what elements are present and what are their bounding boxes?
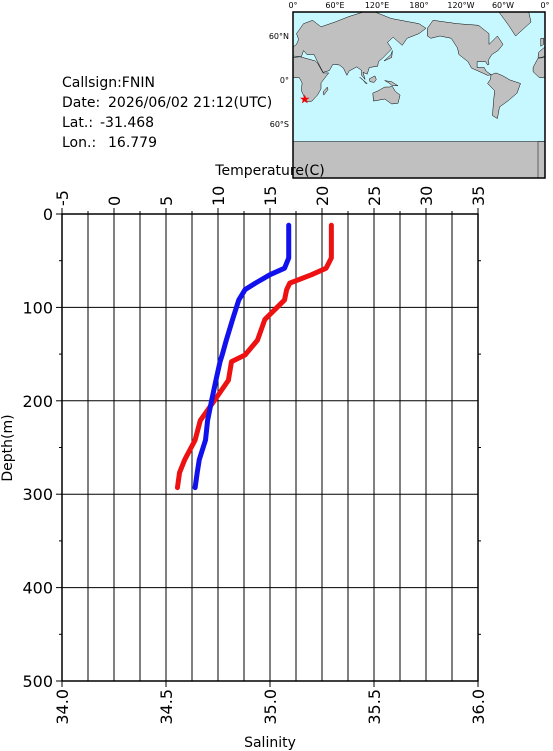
- x-tick-label: 36.0: [469, 689, 488, 725]
- y-tick-label: 300: [22, 485, 53, 504]
- lat: -31.468: [100, 115, 154, 131]
- map-lon-label: 120°W: [447, 1, 474, 10]
- x2-tick-label: 0: [105, 196, 124, 206]
- map-lat-label: 0°: [280, 76, 289, 85]
- x2-tick-label: 5: [157, 196, 176, 206]
- land: [293, 141, 545, 178]
- land: [537, 46, 545, 58]
- land: [293, 12, 427, 80]
- lat-label: Lat.:: [62, 115, 93, 131]
- x-axis-label: Salinity: [244, 735, 296, 751]
- callsign: Callsign:FNIN: [62, 75, 155, 91]
- x2-axis-label: Temperature(C): [214, 163, 324, 179]
- map-lat-label: 60°S: [270, 120, 289, 129]
- x2-tick-label: -5: [53, 190, 72, 206]
- x2-tick-label: 35: [469, 186, 488, 206]
- land: [293, 56, 330, 103]
- x-tick-label: 35.0: [261, 689, 280, 725]
- map-lat-label: 60°N: [269, 32, 289, 41]
- profile-line: [192, 222, 292, 491]
- map-lon-label: 0°: [540, 1, 549, 10]
- plot-frame: [61, 213, 479, 682]
- land: [322, 86, 329, 96]
- land: [384, 80, 399, 87]
- date: 2026/06/02 21:12(UTC): [108, 95, 272, 111]
- land: [359, 76, 368, 84]
- y-axis-label: Depth(m): [0, 414, 16, 481]
- map-lon-label: 60°E: [325, 1, 344, 10]
- x-tick-label: 35.5: [365, 689, 384, 725]
- map-lon-label: 60°W: [492, 1, 514, 10]
- land: [372, 86, 401, 105]
- x-tick-label: 34.5: [157, 689, 176, 725]
- map-lon-label: 180°: [409, 1, 428, 10]
- x-tick-label: 34.0: [53, 689, 72, 725]
- x2-tick-label: 30: [417, 186, 436, 206]
- land: [537, 141, 545, 178]
- y-tick-label: 100: [22, 298, 53, 317]
- map: [289, 12, 545, 178]
- land: [532, 57, 545, 78]
- y-tick-label: 400: [22, 579, 53, 598]
- y-tick-label: 0: [43, 205, 53, 224]
- map-lon-label: 120°E: [365, 1, 389, 10]
- land: [427, 20, 504, 76]
- land: [540, 38, 544, 47]
- x2-tick-label: 25: [365, 186, 384, 206]
- date-label: Date:: [62, 95, 100, 111]
- land: [383, 50, 393, 62]
- lon: 16.779: [108, 135, 157, 151]
- y-tick-label: 500: [22, 672, 53, 691]
- map-lon-label: 0°: [288, 1, 297, 10]
- land: [369, 75, 377, 83]
- x2-tick-label: 10: [209, 186, 228, 206]
- lon-label: Lon.:: [62, 135, 96, 151]
- y-tick-label: 200: [22, 392, 53, 411]
- land: [289, 38, 292, 46]
- profile-line: [174, 222, 334, 491]
- map-frame: [292, 11, 546, 179]
- x2-tick-label: 20: [313, 186, 332, 206]
- x2-tick-label: 15: [261, 186, 280, 206]
- land: [487, 72, 521, 119]
- station-marker: [299, 94, 310, 104]
